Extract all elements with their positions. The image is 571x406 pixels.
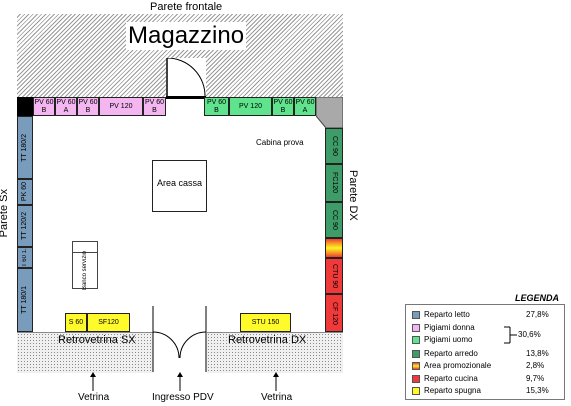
promo-area[interactable] [325, 238, 343, 258]
shop-entrance-label: Ingresso PDV [152, 392, 214, 403]
shelf-right-2[interactable]: FC120 [325, 164, 343, 202]
shelf-top-left-3[interactable]: PV 60 B [77, 97, 99, 116]
shelf-top-left-2[interactable]: PV 60 A [55, 97, 77, 116]
shelf-top-right-1[interactable]: PV 60 B [204, 97, 229, 116]
legend-label: Pigiami uomo [424, 335, 473, 344]
fitting-room-label: Cabina prova [256, 138, 304, 147]
arrow-up-icon [273, 372, 279, 391]
legend-value: 30,6% [518, 330, 541, 339]
left-wall-label: Parete Sx [0, 188, 10, 238]
legend-swatch [412, 375, 420, 383]
legend-value: 27,8% [526, 310, 549, 319]
shelf-left-2[interactable]: PK 60 [17, 179, 33, 205]
shelf-top-right-4[interactable]: PV 60 A [294, 97, 316, 116]
legend-box: Reparto letto 27,8% Pigiami donna Pigiam… [405, 304, 565, 400]
shelf-right-1[interactable]: CC 90 [325, 128, 343, 164]
shelf-bottom-1[interactable]: S 60 [65, 313, 87, 332]
shelf-top-left-5[interactable]: PV 60 B [143, 97, 166, 116]
legend-swatch [412, 324, 420, 332]
legend-swatch [412, 336, 420, 344]
shelf-left-5[interactable]: TT 180/1 [17, 268, 33, 332]
corner-block [17, 97, 33, 116]
service-counter[interactable]: Banco servizio [72, 241, 98, 291]
legend-swatch [412, 387, 420, 395]
cash-area[interactable]: Area cassa [152, 160, 207, 212]
rear-window-left [17, 332, 153, 373]
warehouse-door [166, 57, 206, 98]
shelf-left-4[interactable]: TT 60 1.5 [17, 247, 33, 268]
legend-value: 15,3% [526, 386, 549, 395]
legend-swatch [412, 350, 420, 358]
arrow-up-icon [90, 372, 96, 391]
legend-label: Pigiami donna [424, 323, 475, 332]
shelf-right-5[interactable]: CF 120 [325, 294, 343, 332]
legend-label: Reparto cucina [424, 374, 478, 383]
arrow-up-icon [177, 372, 183, 391]
shelf-bottom-2[interactable]: SF120 [87, 313, 130, 332]
shop-window-right-label: Vetrina [261, 392, 293, 403]
rear-right-label: Retrovetrina DX [228, 334, 307, 346]
front-wall-label: Parete frontale [150, 1, 223, 13]
door-swing-icon [166, 57, 206, 98]
shop-window-left-label: Vetrina [78, 392, 110, 403]
legend-value: 9,7% [526, 374, 545, 383]
shelf-top-left-1[interactable]: PV 60 B [33, 97, 55, 116]
legend-label: Area promozionale [424, 361, 492, 370]
rear-window-right [207, 332, 343, 373]
entrance-doors[interactable] [152, 305, 208, 373]
shelf-top-left-4[interactable]: PV 120 [99, 97, 143, 116]
sales-floor [27, 97, 333, 332]
warehouse-label: Magazzino [126, 22, 247, 50]
fitting-room[interactable] [316, 97, 343, 128]
shelf-right-4[interactable]: CTU 90 [325, 258, 343, 294]
legend-swatch [412, 362, 420, 370]
shelf-left-3[interactable]: TT 120/2 [17, 205, 33, 247]
right-wall-label: Parete DX [347, 169, 359, 221]
legend-title: LEGENDA [515, 293, 560, 303]
shelf-top-right-3[interactable]: PV 60 B [272, 97, 294, 116]
shelf-right-3[interactable]: CC 90 [325, 202, 343, 238]
shelf-bottom-3[interactable]: STU 150 [240, 313, 291, 332]
rear-left-label: Retrovetrina SX [58, 334, 136, 346]
legend-value: 13,8% [526, 349, 549, 358]
shelf-top-right-2[interactable]: PV 120 [229, 97, 272, 116]
legend-label: Reparto letto [424, 310, 470, 319]
shelf-left-1[interactable]: TT 180/2 [17, 116, 33, 179]
legend-label: Reparto spugna [424, 386, 481, 395]
legend-label: Reparto arredo [424, 349, 478, 358]
legend-bracket [504, 326, 517, 344]
legend-swatch [412, 311, 420, 319]
door-threshold [166, 96, 206, 99]
legend-value: 2,8% [526, 361, 545, 370]
